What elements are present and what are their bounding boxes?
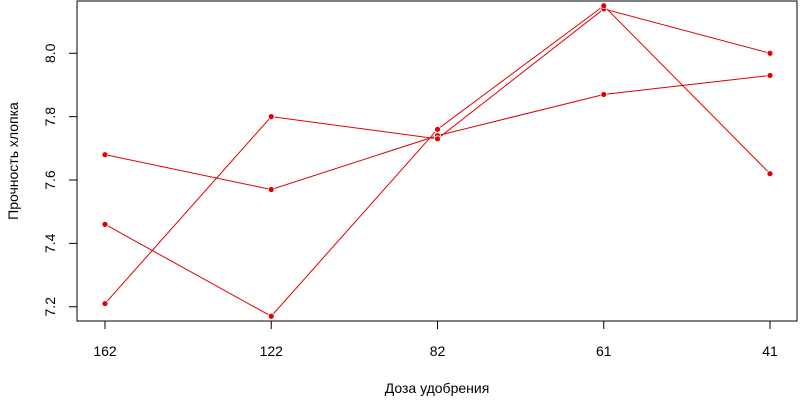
- x-tick-label: 122: [260, 343, 284, 359]
- data-point: [267, 186, 275, 193]
- data-point: [267, 113, 275, 121]
- y-tick-label: 7.8: [42, 107, 58, 127]
- data-point: [766, 170, 774, 178]
- data-point: [434, 125, 441, 133]
- data-point: [101, 151, 109, 159]
- series-layer: [101, 2, 774, 320]
- data-point: [101, 220, 109, 228]
- y-tick-label: 8.0: [42, 43, 58, 63]
- data-point: [101, 300, 109, 307]
- series-line: [104, 8, 771, 304]
- series-line: [104, 5, 771, 317]
- data-point: [434, 135, 441, 143]
- y-tick-label: 7.4: [42, 233, 58, 253]
- x-axis: 162 122 82 61 41: [93, 321, 778, 359]
- plot-frame: [76, 0, 798, 322]
- data-point: [766, 72, 774, 79]
- x-tick-label: 162: [93, 343, 117, 359]
- y-tick-label: 7.6: [42, 170, 58, 190]
- data-point: [600, 91, 608, 98]
- y-axis-title: Прочность хлопка: [5, 102, 21, 220]
- x-tick-label: 41: [762, 343, 778, 359]
- data-point: [766, 49, 774, 57]
- x-tick-label: 61: [596, 343, 612, 359]
- x-tick-label: 82: [430, 343, 446, 359]
- y-axis: 7.2 7.4 7.6 7.8 8.0: [42, 43, 77, 316]
- x-axis-title: Доза удобрения: [385, 380, 490, 396]
- y-tick-label: 7.2: [42, 297, 58, 317]
- data-point: [267, 312, 275, 320]
- data-point: [600, 2, 608, 10]
